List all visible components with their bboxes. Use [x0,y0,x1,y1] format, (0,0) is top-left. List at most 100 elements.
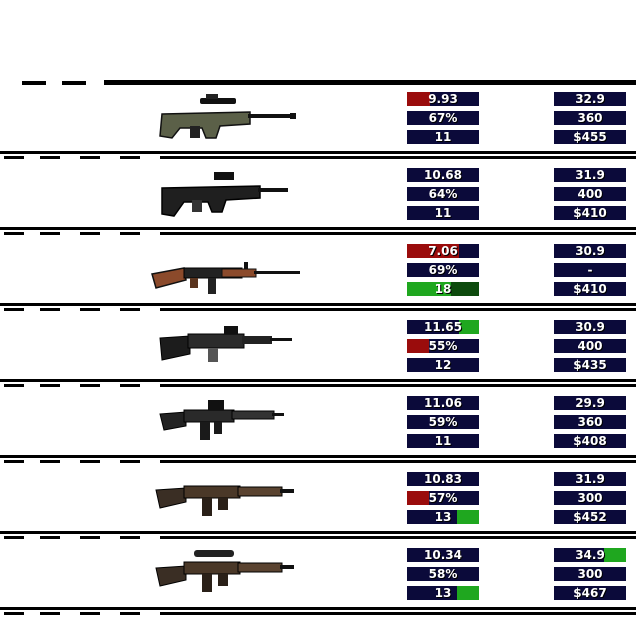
row-separator [0,151,636,159]
stat-cell: 30.9 [554,320,626,334]
stat-cell: $435 [554,358,626,372]
stat-value: 59% [428,415,458,429]
stat-value: $410 [573,282,607,296]
stat-value: 10.83 [424,472,462,486]
stat-value: 300 [577,491,603,505]
stat-cell: 31.9 [554,168,626,182]
stat-cell: 11 [407,434,479,448]
stat-worse-fill [407,339,429,353]
stat-cell: 400 [554,187,626,201]
stat-value: $408 [573,434,607,448]
stat-value: 64% [428,187,458,201]
weapon-row[interactable]: 10.83 57% 13 31.9 300 $452 [0,472,636,548]
stat-value: 11 [434,130,452,144]
stat-value: 30.9 [575,244,605,258]
stat-cell: 7.06 [407,244,479,258]
stat-value: 69% [428,263,458,277]
row-separator [22,80,636,85]
stat-cell: 300 [554,491,626,505]
stat-value: 58% [428,567,458,581]
stat-value: 11.06 [424,396,462,410]
stat-value: $435 [573,358,607,372]
stat-cell: $410 [554,206,626,220]
stat-cell: 34.9 [554,548,626,562]
stat-cell: 12 [407,358,479,372]
weapon-row[interactable]: 10.34 58% 13 34.9 300 $467 [0,548,636,624]
stat-cell: $410 [554,282,626,296]
stat-cell: 10.34 [407,548,479,562]
stat-cell: 9.93 [407,92,479,106]
stat-cell: 31.9 [554,472,626,486]
stat-cell: 58% [407,567,479,581]
stat-value: 10.68 [424,168,462,182]
stat-better-fill [407,282,479,296]
stat-value: $455 [573,130,607,144]
row-separator [0,303,636,311]
stat-value: $467 [573,586,607,600]
stat-value: 7.06 [428,244,458,258]
stat-value: 55% [428,339,458,353]
row-separator [0,455,636,463]
weapon-row[interactable]: 9.93 67% 11 32.9 360 $455 [0,92,636,168]
stat-value: $410 [573,206,607,220]
stat-cell: $467 [554,586,626,600]
stat-cell: $408 [554,434,626,448]
wood-battle-rifle-icon [150,250,310,310]
stat-value: 34.9 [575,548,605,562]
stat-worse-fill [407,92,430,106]
stat-value: 11.65 [424,320,462,334]
stat-cell: 300 [554,567,626,581]
stat-value: 9.93 [428,92,458,106]
stat-cell: 11.06 [407,396,479,410]
stat-value: 360 [577,111,603,125]
stat-value: 400 [577,339,603,353]
stat-cell: 32.9 [554,92,626,106]
stat-cell: 11 [407,130,479,144]
weapon-row[interactable]: 10.68 64% 11 31.9 400 $410 [0,168,636,244]
black-battle-rifle-icon [150,320,310,380]
stat-cell: 29.9 [554,396,626,410]
stat-value: 12 [434,358,452,372]
stat-cell: - [554,263,626,277]
stat-cell: 55% [407,339,479,353]
stat-value: 400 [577,187,603,201]
weapon-row[interactable]: 11.65 55% 12 30.9 400 $435 [0,320,636,396]
stat-value: - [587,263,593,277]
stat-value: 31.9 [575,472,605,486]
brown-ar-rifle-icon [150,472,310,532]
stat-cell: 13 [407,586,479,600]
stat-value: 57% [428,491,458,505]
stat-cell: 67% [407,111,479,125]
stat-cell: 64% [407,187,479,201]
stat-value: $452 [573,510,607,524]
stat-value: 11 [434,206,452,220]
stat-value: 31.9 [575,168,605,182]
stat-value: 10.34 [424,548,462,562]
black-carbine-rifle-icon [150,396,310,456]
stat-better-fill [457,510,479,524]
row-separator [0,531,636,539]
stat-cell: 10.68 [407,168,479,182]
weapon-row[interactable]: 7.06 69% 18 30.9 - $410 [0,244,636,320]
stat-value: 67% [428,111,458,125]
stat-value: 29.9 [575,396,605,410]
brown-scoped-rifle-icon [150,548,310,608]
stat-cell: 57% [407,491,479,505]
stat-worse-fill [407,244,459,258]
weapon-row[interactable]: 11.06 59% 11 29.9 360 $408 [0,396,636,472]
stat-value: 30.9 [575,320,605,334]
stat-cell: 13 [407,510,479,524]
black-bullpup-rifle-icon [150,168,310,228]
stat-cell: $455 [554,130,626,144]
stat-cell: 30.9 [554,244,626,258]
stat-value: 18 [434,282,452,296]
olive-bullpup-rifle-icon [150,92,310,152]
stat-cell: 59% [407,415,479,429]
stat-cell: 11.65 [407,320,479,334]
stat-value: 11 [434,434,452,448]
stat-cell: 10.83 [407,472,479,486]
stat-value: 13 [434,586,452,600]
stat-cell: 400 [554,339,626,353]
stat-value: 32.9 [575,92,605,106]
stat-cell: 69% [407,263,479,277]
